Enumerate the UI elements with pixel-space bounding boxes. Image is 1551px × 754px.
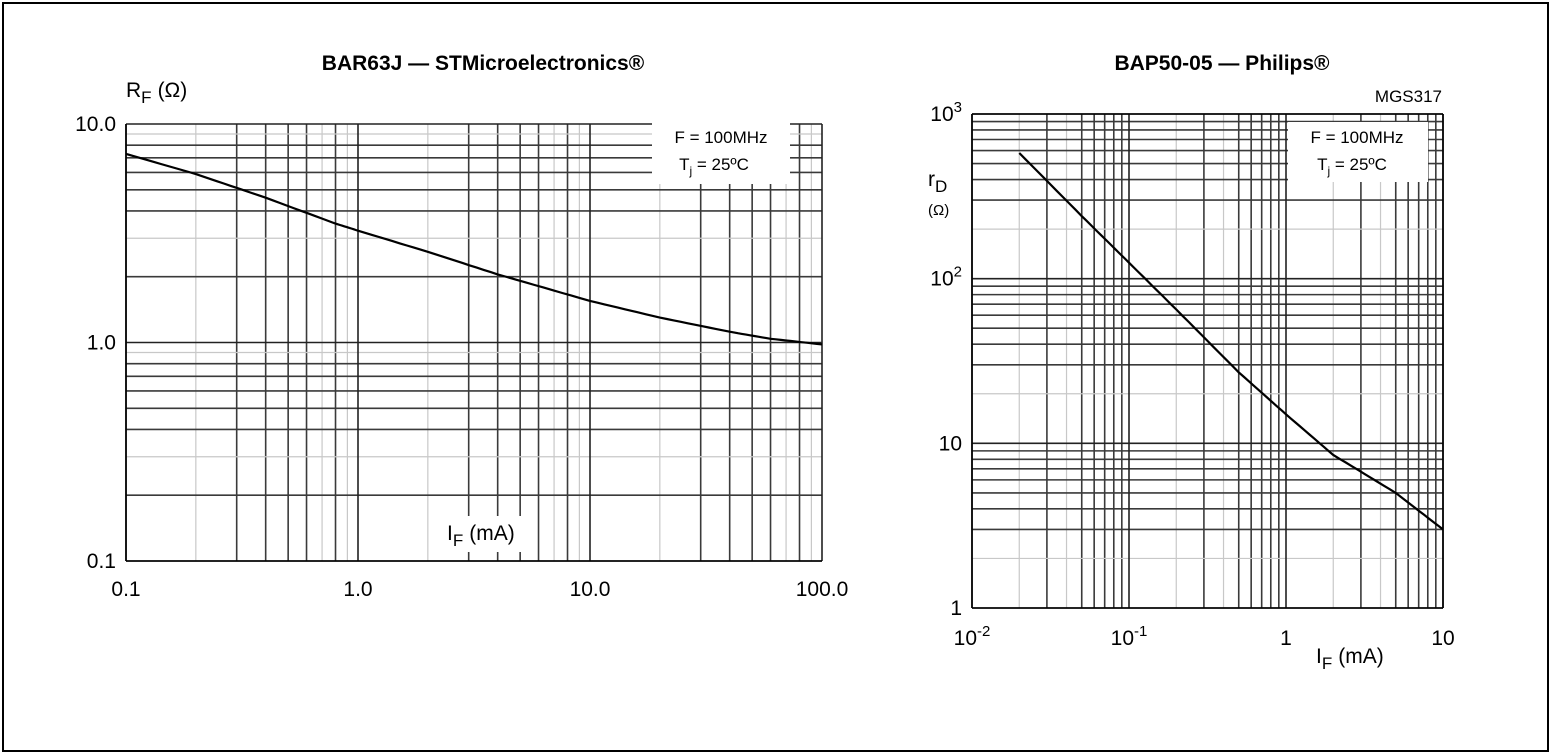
svg-text:IF(mA): IF (mA) bbox=[447, 522, 515, 550]
x-axis-label-sub: F bbox=[1322, 654, 1332, 673]
x-axis-label-unit: (mA) bbox=[1338, 645, 1384, 668]
series-line-0 bbox=[125, 152, 823, 346]
x-tick-label: 10 bbox=[1431, 627, 1454, 650]
y-axis-label-main: r bbox=[928, 168, 935, 191]
y-axis-label-unit: (Ω) bbox=[158, 79, 188, 102]
y-tick-label: 103 bbox=[930, 99, 962, 126]
y-axis-label-sub: D bbox=[935, 177, 947, 196]
chart-title: BAP50-05 — Philips® bbox=[1114, 52, 1330, 75]
y-axis-label-unit: (Ω) bbox=[928, 202, 949, 219]
series bbox=[125, 152, 823, 346]
annotation-box: F = 100MHz Tj = 25ºC bbox=[652, 122, 790, 184]
y-tick-label: 10.0 bbox=[75, 113, 116, 136]
annotation-temperature: Tj = 25ºC bbox=[1317, 155, 1387, 178]
grid bbox=[125, 123, 823, 562]
chart-title: BAR63J — STMicroelectronics® bbox=[322, 52, 645, 75]
annotation-frequency: F = 100MHz bbox=[674, 128, 767, 147]
y-axis-label-sub: F bbox=[141, 88, 151, 107]
chart-bar63j: BAR63J — STMicroelectronics® RF (Ω) F = 1… bbox=[75, 52, 848, 601]
x-axis-label-sub: F bbox=[453, 531, 463, 550]
svg-text:rD: rD bbox=[928, 168, 947, 196]
x-tick-label: 10.0 bbox=[570, 578, 611, 601]
y-tick-label: 102 bbox=[930, 264, 962, 291]
y-tick-label: 1.0 bbox=[87, 332, 116, 355]
y-tick-label: 1 bbox=[950, 597, 962, 620]
x-tick-label: 10-2 bbox=[954, 623, 991, 650]
x-axis-label: IF (mA) bbox=[444, 516, 536, 552]
x-tick-label: 1 bbox=[1280, 627, 1292, 650]
x-tick-label: 100.0 bbox=[796, 578, 849, 601]
x-axis-label-unit: (mA) bbox=[469, 522, 515, 545]
y-axis-label: RF (Ω) bbox=[126, 79, 187, 107]
tick-labels: 0.1 1.0 10.0 100.0 10.0 1.0 0.1 bbox=[75, 113, 848, 601]
y-tick-label: 10 bbox=[939, 432, 962, 455]
annotation-frequency: F = 100MHz bbox=[1310, 128, 1403, 147]
annotation-box: F = 100MHz Tj = 25ºC bbox=[1288, 122, 1428, 182]
x-tick-label: 10-1 bbox=[1111, 623, 1148, 650]
annotation-temperature: Tj = 25ºC bbox=[679, 155, 749, 178]
x-axis-label-main: I bbox=[447, 522, 453, 545]
series-line-0 bbox=[1018, 152, 1444, 531]
y-axis-label-main: R bbox=[126, 79, 141, 102]
y-axis-label: rD (Ω) bbox=[924, 164, 968, 224]
x-tick-label: 0.1 bbox=[111, 578, 140, 601]
series bbox=[1018, 152, 1444, 531]
x-axis-label: IF (mA) bbox=[1316, 645, 1384, 673]
x-axis-label-main: I bbox=[1316, 645, 1322, 668]
x-tick-label: 1.0 bbox=[343, 578, 372, 601]
chart-bap50-05: BAP50-05 — Philips® MGS317 F = 100MHz Tj… bbox=[924, 52, 1455, 673]
chart-code: MGS317 bbox=[1375, 87, 1442, 106]
y-tick-label: 0.1 bbox=[87, 550, 116, 573]
grid bbox=[971, 113, 1444, 609]
